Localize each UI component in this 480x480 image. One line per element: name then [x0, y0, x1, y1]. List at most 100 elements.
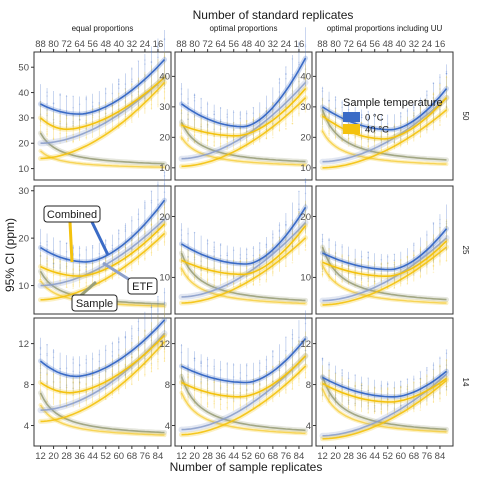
scatter-point	[386, 262, 389, 265]
scatter-point	[39, 353, 42, 356]
scatter-point	[85, 269, 87, 272]
scatter-point	[304, 73, 307, 75]
scatter-point	[439, 400, 441, 402]
scatter-point	[285, 257, 287, 259]
scatter-point	[245, 257, 248, 260]
scatter-point	[91, 262, 94, 265]
scatter-point	[432, 223, 435, 225]
scatter-point	[200, 362, 202, 365]
scatter-point	[386, 388, 389, 391]
scatter-point	[285, 250, 287, 253]
scatter-point	[163, 322, 166, 324]
scatter-point	[259, 278, 261, 281]
scatter-point	[59, 120, 61, 122]
scatter-point	[124, 83, 127, 85]
scatter-point	[213, 402, 215, 405]
scatter-point	[380, 131, 383, 134]
scatter-point	[118, 87, 120, 89]
scatter-point	[432, 221, 435, 224]
scatter-point	[347, 408, 350, 411]
scatter-point	[341, 378, 343, 381]
scatter-point	[400, 129, 402, 132]
scatter-point	[265, 110, 268, 113]
scatter-point	[78, 405, 81, 408]
scatter-point	[413, 378, 415, 380]
callout-leader	[90, 221, 110, 256]
scatter-point	[400, 390, 402, 392]
scatter-point	[393, 134, 396, 136]
scatter-point	[252, 125, 255, 127]
scatter-point	[373, 271, 376, 273]
scatter-point	[124, 337, 127, 339]
scatter-point	[163, 329, 166, 332]
scatter-point	[252, 283, 255, 285]
scatter-point	[213, 246, 215, 249]
scatter-point	[419, 370, 422, 373]
scatter-point	[59, 270, 61, 273]
scatter-point	[85, 382, 87, 385]
scatter-point	[328, 137, 330, 139]
scatter-point	[144, 59, 146, 61]
scatter-point	[98, 103, 101, 105]
scatter-point	[298, 190, 300, 193]
scatter-point	[72, 122, 74, 125]
top-tick-label: 48	[241, 39, 252, 50]
scatter-point	[298, 377, 300, 380]
scatter-point	[298, 211, 300, 214]
scatter-point	[259, 284, 261, 286]
scatter-point	[419, 99, 422, 102]
y-tick-label: 10	[300, 163, 311, 174]
scatter-point	[259, 382, 261, 385]
scatter-point	[386, 271, 389, 273]
scatter-point	[419, 275, 422, 277]
scatter-point	[98, 110, 101, 113]
scatter-point	[111, 104, 114, 107]
scatter-point	[65, 367, 68, 369]
scatter-point	[131, 83, 133, 86]
scatter-point	[304, 84, 307, 87]
scatter-point	[72, 370, 74, 373]
scatter-point	[180, 248, 183, 251]
scatter-point	[298, 203, 300, 205]
scatter-point	[78, 267, 81, 269]
callout-leader	[68, 221, 74, 263]
scatter-point	[65, 110, 68, 112]
scatter-point	[426, 234, 428, 236]
scatter-point	[157, 44, 159, 47]
scatter-point	[187, 375, 189, 378]
scatter-point	[157, 243, 159, 246]
scatter-point	[118, 388, 120, 391]
scatter-point	[137, 349, 140, 351]
scatter-point	[187, 139, 189, 142]
scatter-point	[380, 139, 383, 141]
scatter-point	[272, 236, 274, 239]
scatter-point	[406, 132, 409, 135]
scatter-point	[347, 137, 350, 139]
scatter-point	[259, 383, 261, 386]
scatter-point	[304, 181, 307, 184]
scatter-point	[78, 253, 81, 256]
scatter-point	[278, 129, 281, 131]
top-tick-label: 40	[114, 39, 125, 50]
scatter-point	[239, 260, 242, 262]
scatter-point	[144, 373, 146, 376]
scatter-point	[180, 344, 183, 347]
scatter-point	[213, 381, 215, 384]
scatter-point	[432, 378, 435, 380]
scatter-point	[328, 279, 330, 282]
scatter-point	[272, 365, 274, 368]
scatter-point	[85, 127, 87, 130]
scatter-point	[98, 104, 101, 107]
scatter-point	[445, 368, 448, 370]
scatter-point	[59, 132, 61, 135]
scatter-point	[91, 124, 94, 127]
scatter-point	[360, 114, 363, 117]
scatter-point	[445, 248, 448, 250]
callout-label: ETF	[132, 281, 153, 293]
scatter-point	[65, 122, 68, 124]
scatter-point	[78, 111, 81, 114]
scatter-point	[144, 330, 146, 332]
scatter-point	[65, 402, 68, 405]
scatter-point	[131, 95, 133, 98]
scatter-point	[46, 354, 48, 357]
